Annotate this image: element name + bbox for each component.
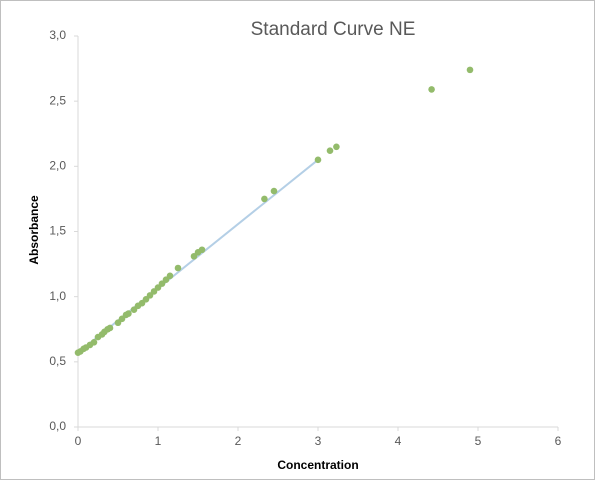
- x-tick-label: 6: [555, 434, 562, 448]
- data-point: [326, 147, 334, 154]
- data-point: [270, 187, 278, 195]
- data-point: [261, 195, 268, 203]
- data-point: [198, 246, 206, 254]
- data-point: [466, 66, 474, 74]
- data-point: [314, 156, 322, 164]
- x-axis-label: Concentration: [277, 458, 358, 472]
- data-point: [90, 338, 98, 346]
- y-tick-label: 0,0: [49, 419, 66, 433]
- data-point: [428, 86, 435, 93]
- x-tick-label: 2: [235, 434, 242, 448]
- data-point: [333, 143, 340, 151]
- x-tick-label: 3: [315, 434, 322, 448]
- data-point: [125, 310, 132, 317]
- data-point: [174, 264, 182, 272]
- y-tick-label: 2,0: [49, 159, 66, 173]
- chart-title: Standard Curve NE: [251, 19, 416, 40]
- y-tick-label: 0,5: [49, 354, 66, 368]
- data-point: [166, 272, 174, 280]
- y-tick-label: 3,0: [49, 28, 66, 42]
- x-tick-label: 4: [395, 434, 402, 448]
- x-tick-label: 0: [75, 434, 82, 448]
- data-point: [106, 324, 114, 332]
- x-tick-label: 1: [155, 434, 162, 448]
- y-tick-label: 1,5: [49, 224, 66, 238]
- x-tick-label: 5: [475, 434, 482, 448]
- y-axis-label: Absorbance: [27, 195, 41, 265]
- y-tick-label: 1,0: [49, 289, 66, 303]
- y-tick-label: 2,5: [49, 93, 66, 107]
